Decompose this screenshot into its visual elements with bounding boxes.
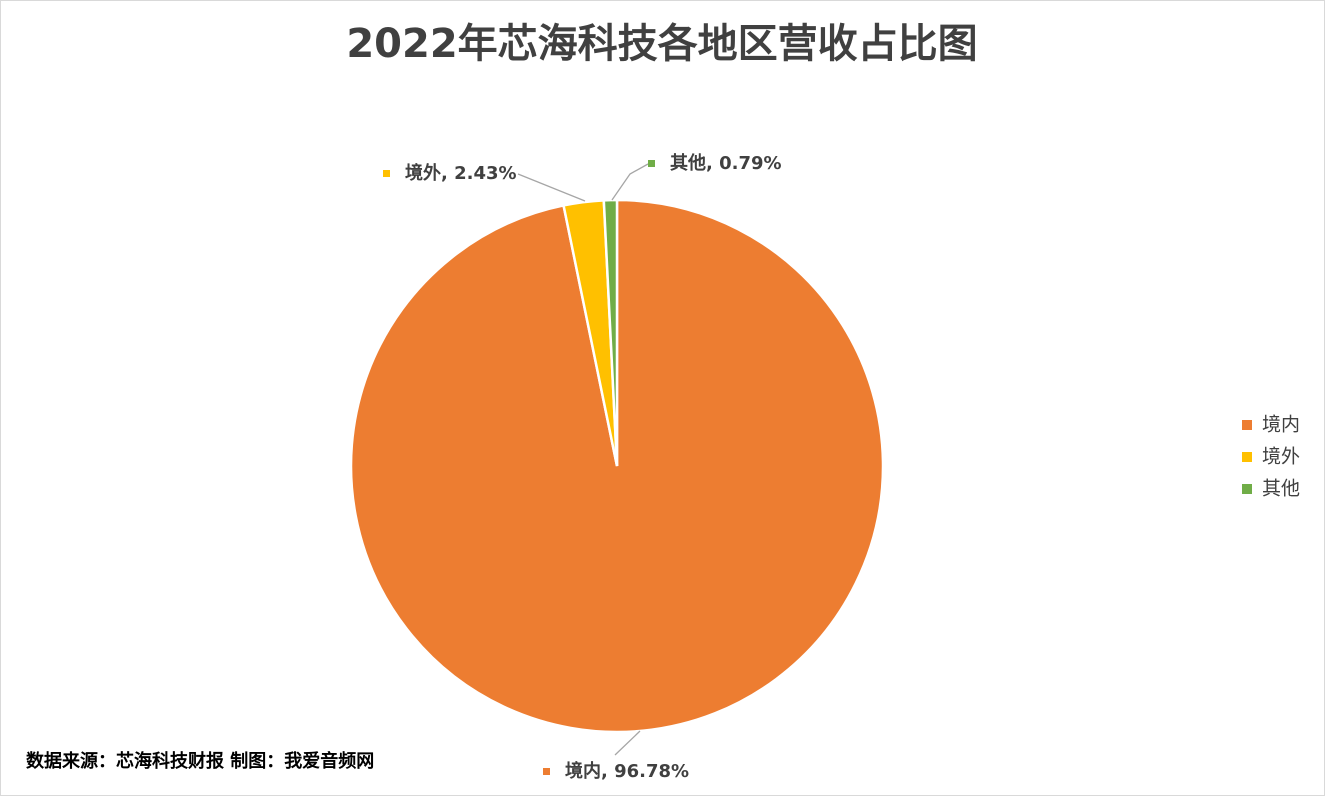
legend-swatch [1242, 420, 1252, 430]
label-marker [543, 768, 550, 775]
legend-swatch [1242, 452, 1252, 462]
legend-label: 其他 [1262, 478, 1300, 500]
chart-title: 2022年芯海科技各地区营收占比图 [346, 21, 977, 67]
leader-line [611, 163, 649, 201]
label-marker [383, 170, 390, 177]
legend-label: 境内 [1262, 414, 1300, 436]
label-marker [648, 160, 655, 167]
source-note: 数据来源：芯海科技财报 制图：我爱音频网 [26, 750, 374, 772]
data-label: 境内, 96.78% [565, 760, 689, 782]
leader-line [517, 173, 586, 202]
legend-swatch [1242, 484, 1252, 494]
legend-label: 境外 [1262, 446, 1300, 468]
leader-line [614, 730, 641, 756]
data-label: 其他, 0.79% [670, 152, 782, 174]
pie-slice [602, 198, 619, 467]
data-label: 境外, 2.43% [405, 162, 517, 184]
